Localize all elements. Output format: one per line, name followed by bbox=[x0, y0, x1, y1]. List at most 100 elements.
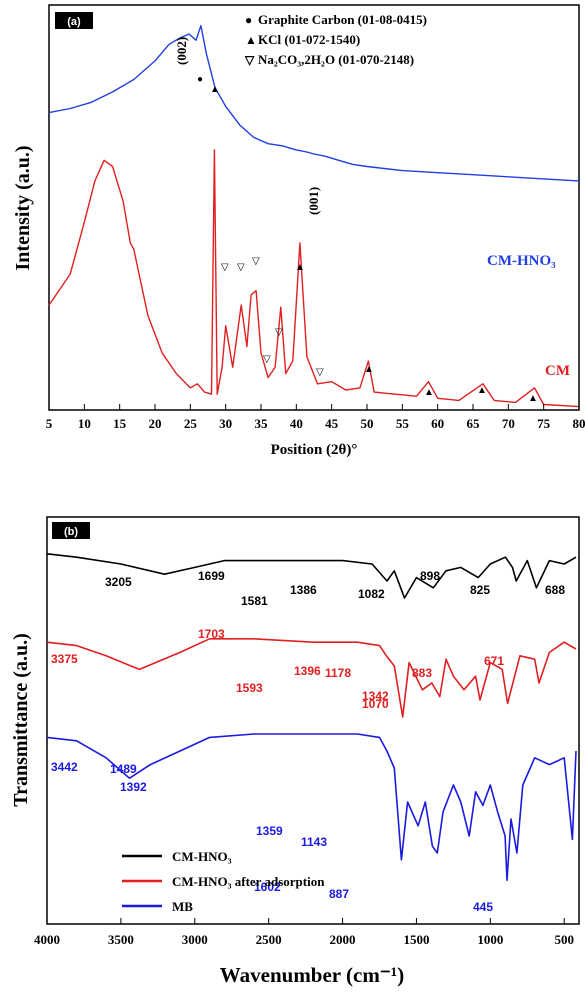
peak-label: 898 bbox=[420, 569, 440, 583]
peak-label: 3375 bbox=[51, 652, 78, 666]
na2co3-marker: ▽ bbox=[275, 327, 283, 338]
peak-label: 1143 bbox=[301, 835, 327, 849]
panel-b-tag bbox=[52, 522, 90, 539]
x-tick-label-b: 4000 bbox=[34, 932, 60, 947]
peak-label: 825 bbox=[470, 583, 490, 597]
peak-label: 1386 bbox=[290, 583, 317, 597]
series-line-a-0 bbox=[48, 25, 580, 182]
x-tick-label-a: 10 bbox=[78, 416, 91, 431]
peak-label: 1699 bbox=[198, 569, 225, 583]
x-axis-label-b: Wavenumber (cm⁻¹) bbox=[220, 963, 404, 987]
series-line-b-0 bbox=[46, 553, 577, 599]
legend-b: CM-HNO₃ CM-HNO₃ after adsorption MB bbox=[122, 849, 325, 914]
panel-a-tag bbox=[55, 12, 93, 29]
x-tick-label-b: 2000 bbox=[330, 932, 356, 947]
x-tick-label-a: 30 bbox=[219, 416, 232, 431]
na2co3-marker: ▽ bbox=[221, 262, 229, 273]
peak-label: 1593 bbox=[236, 681, 263, 695]
x-tick-label-a: 70 bbox=[502, 416, 515, 431]
x-axis-label-a: Position (2θ)° bbox=[271, 442, 358, 458]
series-line-a-1 bbox=[48, 149, 580, 408]
legend-a-marker-0: ● bbox=[245, 13, 252, 27]
panel-a-label: (a) bbox=[67, 16, 81, 28]
legend-b-text-2: MB bbox=[172, 899, 193, 914]
y-axis-label-a: Intensity (a.u.) bbox=[12, 145, 34, 270]
peak-label: 3205 bbox=[105, 575, 132, 589]
x-tick-label-a: 50 bbox=[361, 416, 374, 431]
x-tick-label-a: 60 bbox=[431, 416, 444, 431]
peak-label: 445 bbox=[473, 900, 493, 914]
x-tick-label-b: 3000 bbox=[182, 932, 208, 947]
peak-label: 883 bbox=[412, 666, 432, 680]
x-tick-label-a: 20 bbox=[149, 416, 162, 431]
legend-a-text-0: Graphite Carbon (01-08-0415) bbox=[258, 12, 427, 27]
peak-label: 1082 bbox=[358, 587, 385, 601]
panel-a: (a) ● Graphite Carbon (01-08-0415) ▲ KCl… bbox=[12, 4, 585, 458]
x-tick-label-a: 65 bbox=[467, 416, 481, 431]
x-tick-label-b: 2500 bbox=[256, 932, 282, 947]
na2co3-marker: ▽ bbox=[263, 354, 271, 365]
na2co3-marker: ▽ bbox=[252, 256, 260, 267]
x-tick-label-b: 1500 bbox=[403, 932, 429, 947]
hkl-002-label: (002) bbox=[174, 37, 189, 65]
x-tick-label-a: 25 bbox=[184, 416, 198, 431]
x-tick-label-a: 55 bbox=[396, 416, 410, 431]
x-tick-label-a: 15 bbox=[113, 416, 127, 431]
series-group-a bbox=[48, 25, 580, 408]
peak-label: 887 bbox=[329, 887, 349, 901]
x-tick-label-a: 45 bbox=[325, 416, 339, 431]
legend-a-text-1: KCl (01-072-1540) bbox=[258, 32, 360, 47]
x-tick-label-a: 5 bbox=[46, 416, 53, 431]
peak-label: 1581 bbox=[241, 594, 268, 608]
peak-label: 1178 bbox=[325, 666, 351, 680]
x-tick-label-a: 40 bbox=[290, 416, 303, 431]
peak-label: 1489 bbox=[110, 762, 137, 776]
peak-label: 671 bbox=[484, 654, 504, 668]
legend-a-text-2: Na₂CO₃,2H₂O (01-070-2148) bbox=[258, 52, 414, 67]
peak-label: 1342 bbox=[362, 689, 389, 703]
graphite-marker: ● bbox=[197, 74, 203, 85]
peak-label: 1703 bbox=[198, 627, 225, 641]
peak-label: 1070 bbox=[362, 697, 389, 711]
series-label-cm-hno3: CM-HNO₃ bbox=[487, 253, 556, 269]
peak-labels: 3205 1699 1581 1386 1082 898 825 688 3375 1703 159… bbox=[51, 569, 565, 914]
legend-b-text-1: CM-HNO₃ after adsorption bbox=[172, 874, 325, 889]
phase-markers: ● ▲ ▲ ▲ ▲ ▲ ▲ ▽ ▽ ▽ ▽ ▽ ▽ bbox=[197, 74, 538, 404]
plot-frame-b bbox=[46, 516, 580, 925]
kcl-marker: ▲ bbox=[364, 364, 374, 375]
legend-b-text-0: CM-HNO₃ bbox=[172, 849, 232, 864]
na2co3-marker: ▽ bbox=[237, 262, 245, 273]
x-tick-label-b: 3500 bbox=[108, 932, 134, 947]
kcl-marker: ▲ bbox=[210, 84, 220, 95]
plot-frame-a bbox=[48, 4, 580, 411]
legend-a: ● Graphite Carbon (01-08-0415) ▲ KCl (01… bbox=[244, 12, 427, 67]
y-axis-label-b: Transmittance (a.u.) bbox=[10, 633, 32, 807]
peak-label: 1396 bbox=[294, 664, 321, 678]
series-line-b-1 bbox=[46, 638, 577, 718]
legend-a-marker-2: ▽ bbox=[244, 53, 255, 67]
kcl-marker: ▲ bbox=[477, 385, 487, 396]
x-tick-label-a: 80 bbox=[573, 416, 585, 431]
x-tick-label-b: 500 bbox=[554, 932, 574, 947]
peak-label: 3442 bbox=[51, 760, 78, 774]
peak-label: 1602 bbox=[254, 880, 281, 894]
legend-a-marker-1: ▲ bbox=[245, 33, 257, 47]
kcl-marker: ▲ bbox=[528, 393, 538, 404]
x-tick-label-a: 75 bbox=[537, 416, 551, 431]
x-tick-label-b: 1000 bbox=[477, 932, 503, 947]
panel-b: (b) 3205 1699 1581 1386 1082 898 825 688 3375 170… bbox=[10, 516, 580, 987]
series-label-cm: CM bbox=[545, 363, 570, 379]
panel-b-label: (b) bbox=[64, 526, 78, 538]
kcl-marker: ▲ bbox=[295, 262, 305, 273]
peak-label: 1392 bbox=[120, 780, 147, 794]
x-ticks-a: 5 10 15 20 25 30 35 40 45 50 55 60 65 70 75 80 bbox=[46, 404, 585, 431]
x-ticks-b: 4000 3500 3000 2500 2000 1500 1000 500 bbox=[34, 918, 574, 947]
kcl-marker: ▲ bbox=[424, 387, 434, 398]
x-tick-label-a: 35 bbox=[255, 416, 269, 431]
hkl-001-label: (001) bbox=[306, 187, 321, 215]
series-group-b bbox=[46, 553, 577, 881]
na2co3-marker: ▽ bbox=[316, 367, 324, 378]
peak-label: 1359 bbox=[256, 824, 283, 838]
peak-label: 688 bbox=[545, 583, 565, 597]
